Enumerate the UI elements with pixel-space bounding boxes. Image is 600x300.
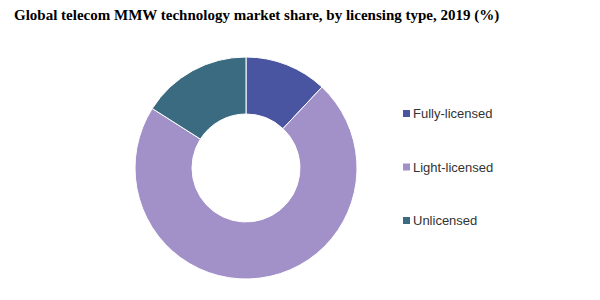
legend-label: Light-licensed [413, 160, 493, 175]
legend-swatch [403, 110, 410, 117]
legend-swatch [403, 217, 410, 224]
legend-label: Fully-licensed [413, 106, 492, 121]
legend-label: Unlicensed [413, 213, 477, 228]
slice [152, 57, 246, 139]
chart: Global telecom MMW technology market sha… [0, 0, 600, 300]
legend: Fully-licensed Light-licensed Unlicensed [403, 106, 493, 228]
legend-swatch [403, 164, 410, 171]
plot [135, 57, 357, 279]
title: Global telecom MMW technology market sha… [14, 7, 499, 24]
